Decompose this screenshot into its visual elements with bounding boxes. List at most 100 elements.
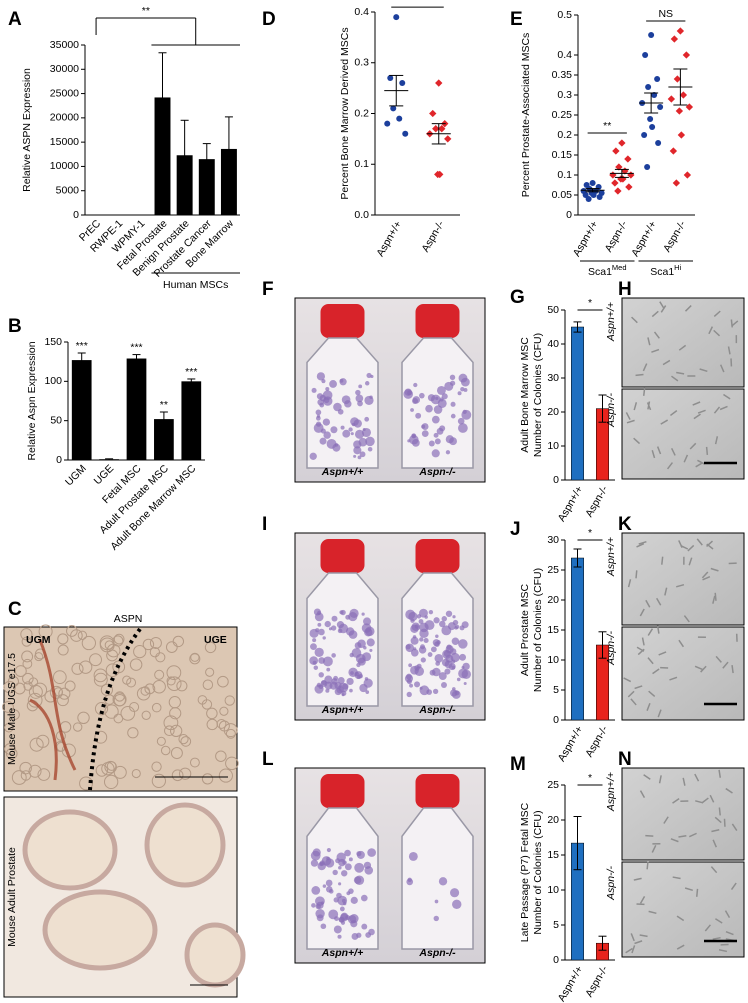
colony	[325, 688, 330, 693]
colony	[355, 389, 361, 396]
cell	[678, 344, 687, 351]
colony	[350, 671, 354, 675]
colony	[419, 637, 424, 642]
cell	[99, 635, 115, 651]
group-name: Sca1	[588, 266, 612, 278]
cell	[713, 310, 721, 318]
x-tick-label: Aspn+/+	[571, 219, 601, 259]
genotype-label: Aspn+/+	[605, 302, 617, 342]
data-point	[657, 104, 664, 110]
colony	[419, 644, 426, 650]
cell	[709, 794, 715, 803]
colony	[337, 934, 342, 939]
cell	[14, 665, 27, 678]
cell	[660, 419, 669, 425]
colony	[310, 643, 317, 651]
cell	[696, 538, 703, 546]
data-point	[655, 140, 662, 146]
colony	[346, 677, 354, 686]
bar	[126, 358, 147, 460]
colony	[439, 620, 446, 628]
cell	[122, 675, 132, 685]
y-tick-label: 10000	[50, 160, 79, 172]
cell	[129, 658, 143, 671]
cell	[634, 940, 643, 945]
cell	[166, 665, 182, 680]
gland	[42, 889, 158, 971]
colony	[348, 427, 353, 432]
colony	[353, 446, 362, 455]
colony	[423, 637, 429, 644]
cell	[671, 375, 679, 382]
colony	[408, 611, 418, 622]
colony	[445, 610, 453, 617]
cell	[4, 722, 14, 733]
cell	[21, 650, 34, 663]
cell	[225, 756, 239, 771]
data-point	[667, 95, 676, 103]
panel-letter: A	[8, 9, 22, 30]
x-tick-label: Aspn+/+	[374, 219, 404, 259]
cell	[695, 888, 699, 897]
bar	[99, 459, 119, 460]
cell	[730, 319, 733, 328]
colony	[460, 387, 465, 392]
colony	[462, 662, 470, 671]
cell	[714, 436, 719, 445]
micrograph	[621, 861, 745, 958]
x-tick-label: UGM	[63, 463, 89, 489]
data-point	[596, 194, 603, 200]
colony	[351, 422, 356, 427]
cell	[633, 402, 638, 411]
colony	[363, 617, 372, 626]
colony	[311, 903, 316, 908]
colony	[318, 628, 325, 636]
cell	[631, 316, 638, 324]
cell	[141, 710, 151, 720]
colony	[319, 394, 327, 402]
colony	[406, 691, 412, 698]
colony	[325, 879, 333, 887]
colony	[412, 396, 421, 404]
colony	[461, 409, 472, 420]
data-point	[685, 103, 694, 111]
region-label: UGE	[204, 634, 227, 646]
cell	[169, 707, 182, 720]
colony	[418, 619, 424, 624]
cell	[725, 931, 734, 936]
x-tick-label: Aspn-/-	[583, 723, 611, 759]
cell	[652, 668, 660, 675]
cell	[638, 540, 647, 545]
colony	[318, 657, 326, 664]
x-tick-label: Aspn+/+	[556, 964, 586, 1003]
data-point	[624, 155, 632, 163]
cell	[714, 592, 717, 601]
cell	[626, 419, 635, 424]
colony	[343, 901, 347, 906]
cell	[672, 876, 681, 880]
y-tick-label: 20	[547, 594, 559, 606]
data-point	[648, 32, 655, 38]
cell	[100, 683, 114, 696]
panel-letter: H	[618, 279, 632, 300]
cell	[718, 769, 722, 778]
colony	[314, 612, 324, 622]
y-tick-label: 10	[547, 440, 559, 452]
y-tick-label: 15000	[50, 136, 79, 148]
colony	[414, 681, 421, 688]
colony	[436, 427, 444, 435]
data-point	[589, 180, 596, 186]
colony	[348, 857, 353, 862]
colony	[328, 627, 332, 631]
colony	[346, 891, 351, 896]
colony	[361, 623, 372, 633]
colony	[336, 852, 346, 862]
group-sup: Med	[612, 263, 627, 272]
cell	[630, 933, 635, 942]
colony	[441, 616, 447, 622]
cell	[32, 682, 48, 698]
y-axis-label: Number of Colonies (CFU)	[532, 568, 544, 692]
cell	[676, 915, 685, 922]
colony	[409, 683, 414, 688]
